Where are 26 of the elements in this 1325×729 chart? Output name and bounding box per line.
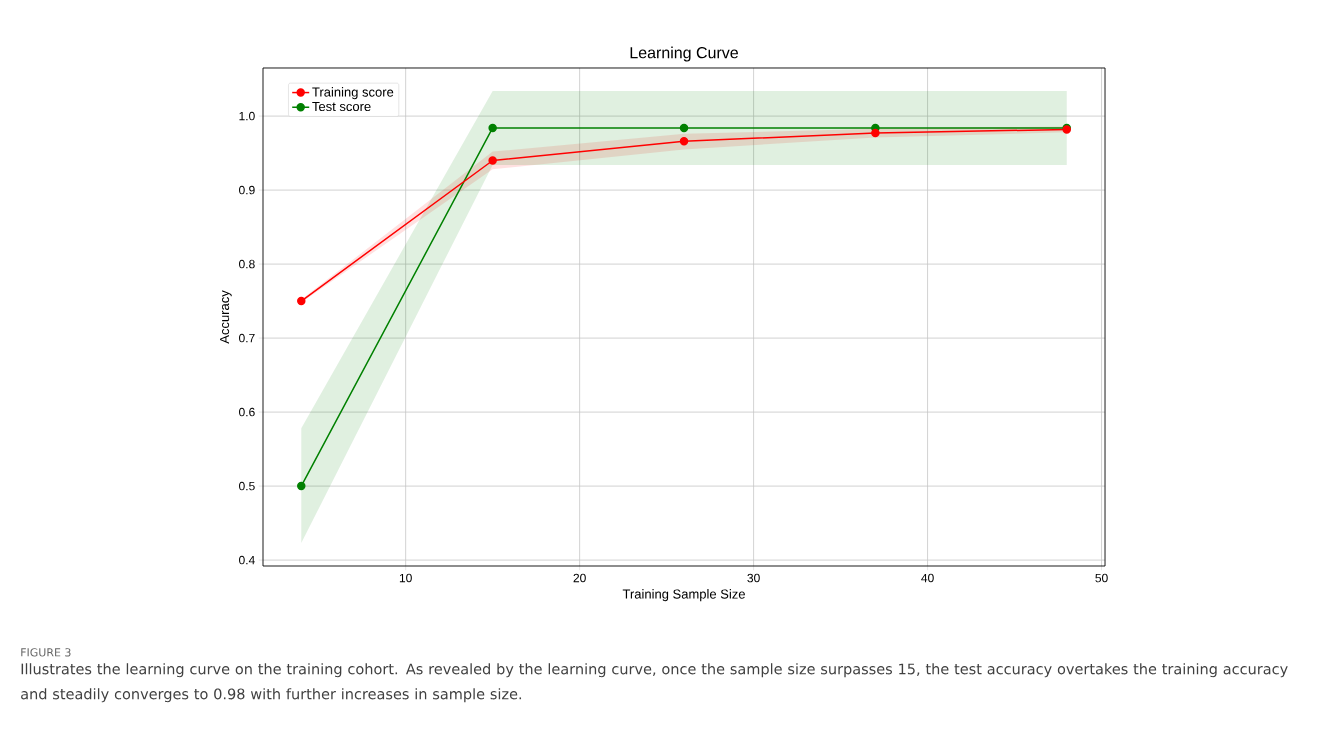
point: [679, 137, 689, 146]
legend-label: Training score: [312, 87, 394, 100]
y-axis-title: Accuracy: [220, 290, 232, 344]
x-tick-label: 10: [399, 573, 412, 583]
x-tick-label: 30: [747, 573, 760, 583]
x-tick-label: 40: [921, 573, 934, 583]
y-tick-label: 0.7: [239, 333, 255, 343]
x-tick-label: 50: [1095, 573, 1108, 583]
point: [871, 128, 880, 138]
y-tick-label: 0.8: [239, 259, 255, 269]
point: [488, 156, 497, 165]
legend-label: Test score: [312, 102, 371, 112]
caption: FIGURE 3: [21, 648, 71, 657]
point: [488, 123, 497, 133]
y-tick-label: 0.5: [239, 481, 255, 491]
chart-title: Learning Curve: [630, 46, 738, 62]
y-tick-label: 0.4: [239, 555, 255, 565]
x-tick-label: 20: [573, 573, 586, 583]
y-tick-label: 0.6: [239, 407, 255, 417]
point: [297, 481, 306, 491]
text: Illustrates the learning curve on the training cohort. As revealed by the learning curve, once the sample size surpasses 15, the test accuracy overtakes the training accuracy and steadily converges to 0.98 with further increases in sample size.: [21, 663, 1288, 703]
y-tick-label: 1.0: [239, 111, 255, 121]
y-tick-label: 0.9: [239, 185, 255, 195]
x-axis-title: Training Sample Size: [622, 589, 745, 602]
point: [679, 123, 689, 133]
point: [297, 296, 306, 306]
